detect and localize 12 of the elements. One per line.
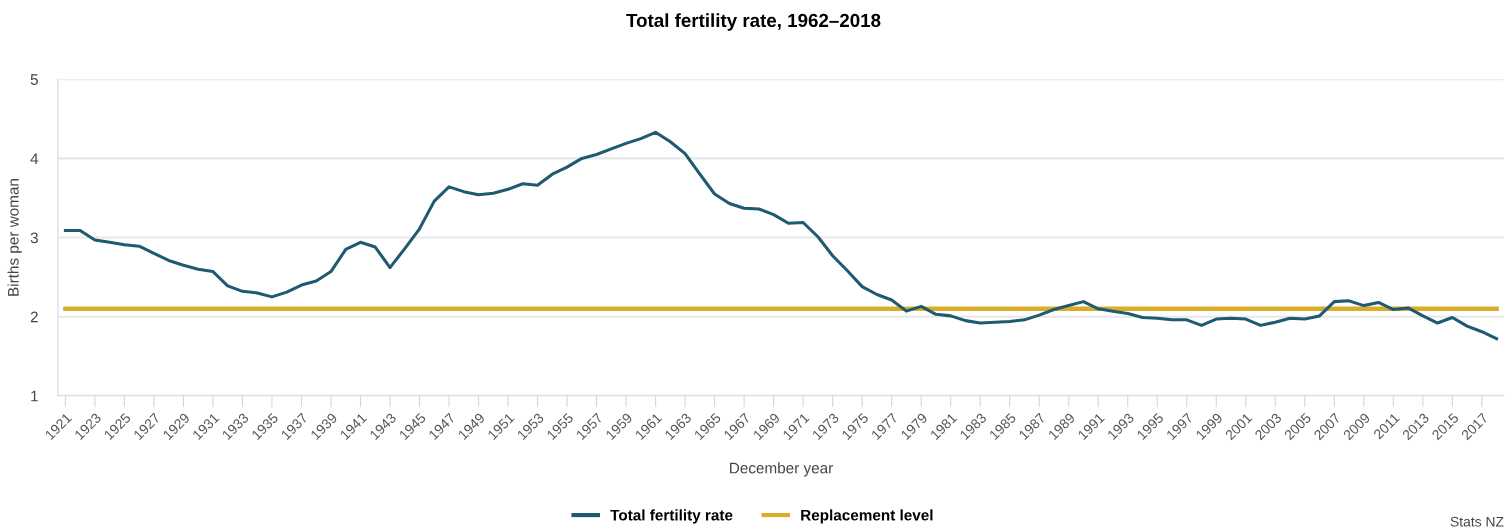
y-tick-label: 4 [30,153,39,164]
line-series [63,130,1499,341]
legend-label: Replacement level [801,509,933,524]
y-tick-label: 2 [30,311,38,323]
y-axis-title: Births per woman [7,179,22,296]
y-tick-label: 3 [30,232,38,244]
y-tick-label: 5 [30,74,38,85]
text: Stats NZ [1450,516,1504,527]
y-tick-label: 1 [31,390,38,402]
x-axis-title: December year [730,462,833,477]
chart-title: Total fertility rate, 1962–2018 [626,13,881,31]
legend-label: Total fertility rate [610,509,733,524]
